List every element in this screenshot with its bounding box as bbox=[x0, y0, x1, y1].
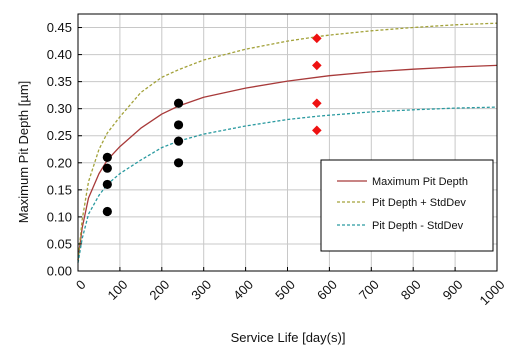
data-point-diamond bbox=[312, 60, 322, 71]
x-tick-label: 600 bbox=[314, 277, 340, 303]
legend-label-maximum-pit-depth: Maximum Pit Depth bbox=[372, 176, 468, 188]
x-tick-label: 200 bbox=[146, 277, 172, 303]
y-tick-label: 0.20 bbox=[47, 155, 72, 170]
data-point-circle bbox=[173, 136, 184, 146]
data-point-circle bbox=[102, 152, 112, 162]
series-line-2 bbox=[77, 106, 498, 264]
data-point-circle bbox=[173, 98, 184, 108]
grid bbox=[78, 14, 497, 271]
x-axis-title: Service Life [day(s)] bbox=[231, 330, 346, 345]
data-point-circle bbox=[173, 120, 184, 130]
y-axis-title: Maximum Pit Depth [µm] bbox=[16, 81, 31, 224]
data-point-circle bbox=[173, 158, 184, 168]
series-line-0 bbox=[77, 64, 498, 261]
data-point-diamond bbox=[312, 33, 322, 44]
y-tick-label: 0.45 bbox=[47, 20, 72, 35]
series-line-1 bbox=[77, 22, 498, 261]
data-points bbox=[102, 33, 322, 217]
data-point-circle bbox=[102, 206, 112, 217]
data-point-diamond bbox=[312, 98, 322, 109]
y-tick-label: 0.25 bbox=[47, 128, 72, 143]
legend: Maximum Pit Depth Pit Depth + StdDev Pit… bbox=[320, 159, 494, 252]
x-tick-label: 0 bbox=[73, 277, 89, 293]
x-tick-label: 500 bbox=[272, 277, 298, 303]
y-tick-label: 0.05 bbox=[47, 236, 72, 251]
y-tick-label: 0.40 bbox=[47, 47, 72, 62]
series-lines bbox=[77, 22, 498, 264]
y-tick-label: 0.30 bbox=[47, 101, 72, 116]
y-tick-label: 0.35 bbox=[47, 74, 72, 89]
legend-box bbox=[320, 159, 494, 252]
x-tick-label: 300 bbox=[188, 277, 214, 303]
x-tick-label: 800 bbox=[398, 277, 424, 303]
x-tick-label: 400 bbox=[230, 277, 256, 303]
data-point-circle bbox=[102, 179, 112, 190]
x-tick-label: 100 bbox=[105, 277, 131, 303]
x-tick-label: 900 bbox=[440, 277, 466, 303]
data-point-circle bbox=[102, 163, 112, 173]
y-tick-label: 0.10 bbox=[47, 209, 72, 224]
legend-label-pit-depth-plus-stddev: Pit Depth + StdDev bbox=[372, 197, 466, 209]
legend-label-pit-depth-minus-stddev: Pit Depth - StdDev bbox=[372, 220, 464, 232]
x-tick-label: 700 bbox=[356, 277, 382, 303]
x-tick-label: 1000 bbox=[476, 277, 507, 308]
y-tick-label: 0.00 bbox=[47, 264, 72, 279]
data-point-diamond bbox=[312, 125, 322, 136]
y-tick-label: 0.15 bbox=[47, 182, 72, 197]
